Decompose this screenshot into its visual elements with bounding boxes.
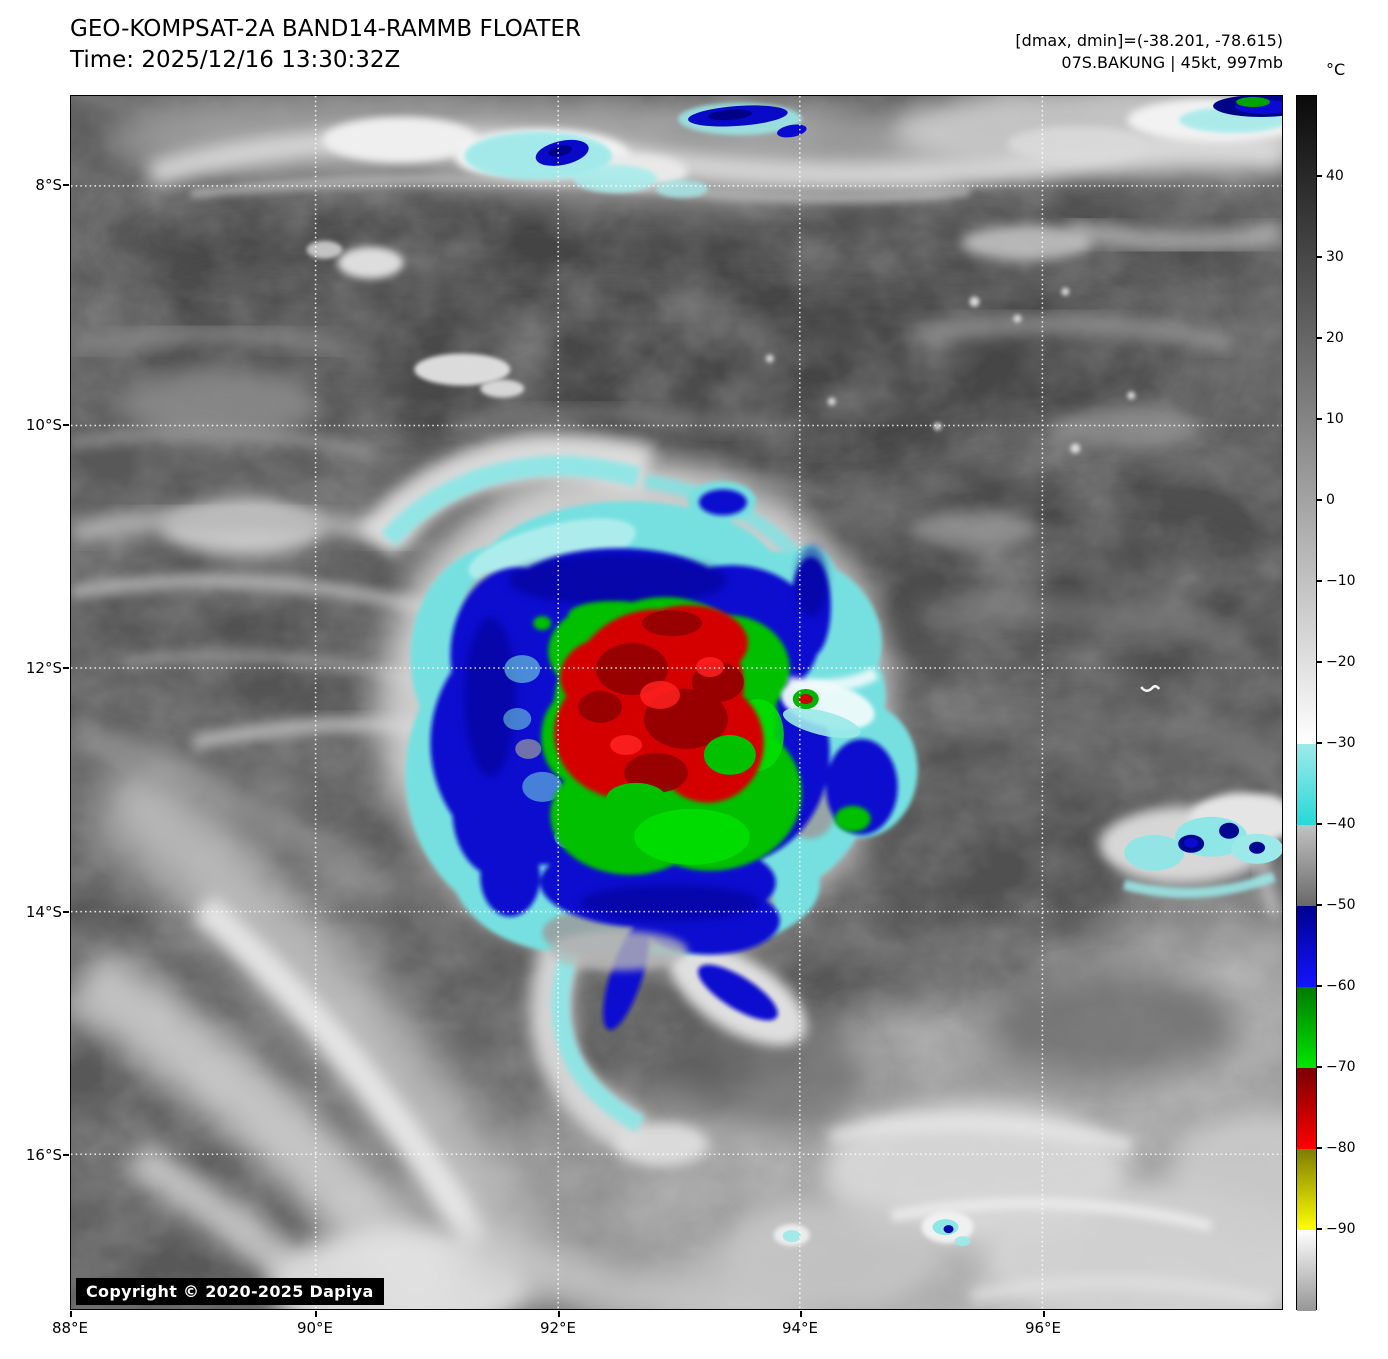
colorbar-tick-label: −60 [1326, 978, 1356, 994]
colorbar-tick-mark [1317, 904, 1322, 906]
colorbar-tick-label: −80 [1326, 1140, 1356, 1156]
lon-label: 88°E [51, 1319, 89, 1337]
axis-tick [70, 1311, 72, 1317]
colorbar [1296, 95, 1317, 1311]
colorbar-segment [1297, 744, 1316, 825]
lon-label: 96°E [1024, 1319, 1062, 1337]
colorbar-tick-mark [1317, 337, 1322, 339]
colorbar-tick-mark [1317, 823, 1322, 825]
colorbar-tick-label: −50 [1326, 897, 1356, 913]
colorbar-ticks: 40 30 20 10 0 −10 −20 −30 −40 −50 −60 −70 −80 −90 [1317, 95, 1387, 1310]
colorbar-tick-mark [1317, 175, 1322, 177]
lat-label: 8°S [35, 176, 62, 194]
axis-tick [63, 424, 69, 426]
colorbar-tick-label: 20 [1326, 330, 1344, 346]
colorbar-segment [1297, 1230, 1316, 1311]
colorbar-segment [1297, 987, 1316, 1068]
copyright-badge: Copyright © 2020-2025 Dapiya [76, 1278, 384, 1305]
cold-cloud-features [464, 96, 1282, 1247]
colorbar-tick-label: −10 [1326, 573, 1356, 589]
colorbar-tick-label: 30 [1326, 249, 1344, 265]
satellite-image [71, 96, 1282, 1309]
colorbar-tick-label: 10 [1326, 411, 1344, 427]
colorbar-tick-label: −70 [1326, 1059, 1356, 1075]
colorbar-gradient [1297, 96, 1316, 1311]
lat-label: 12°S [25, 659, 62, 677]
colorbar-tick-label: −20 [1326, 654, 1356, 670]
header-left: GEO-KOMPSAT-2A BAND14-RAMMB FLOATER Time… [70, 14, 581, 76]
axis-tick [800, 1311, 802, 1317]
axis-tick [315, 1311, 317, 1317]
colorbar-segment [1297, 1068, 1316, 1149]
colorbar-tick-mark [1317, 985, 1322, 987]
axis-tick [63, 1154, 69, 1156]
axis-tick [63, 184, 69, 186]
axis-tick [63, 911, 69, 913]
colorbar-tick-mark [1317, 1228, 1322, 1230]
dmax-dmin-readout: [dmax, dmin]=(-38.201, -78.615) [1015, 31, 1283, 50]
header-right: [dmax, dmin]=(-38.201, -78.615) 07S.BAKU… [1015, 30, 1283, 74]
colorbar-unit-label: °C [1326, 60, 1346, 79]
lat-label: 10°S [25, 416, 62, 434]
lon-label: 90°E [296, 1319, 334, 1337]
page-title: GEO-KOMPSAT-2A BAND14-RAMMB FLOATER [70, 16, 581, 42]
colorbar-tick-mark [1317, 661, 1322, 663]
colorbar-segment [1297, 906, 1316, 987]
colorbar-tick-mark [1317, 1066, 1322, 1068]
grid-lines [71, 96, 1282, 1309]
colorbar-tick-mark [1317, 580, 1322, 582]
colorbar-segment [1297, 96, 1316, 744]
colorbar-tick-mark [1317, 742, 1322, 744]
colorbar-tick-label: −40 [1326, 816, 1356, 832]
colorbar-segment [1297, 825, 1316, 906]
satellite-map: Copyright © 2020-2025 Dapiya [70, 95, 1283, 1310]
colorbar-tick-label: 40 [1326, 168, 1344, 184]
colorbar-tick-mark [1317, 1147, 1322, 1149]
axis-tick [63, 667, 69, 669]
axis-tick [1043, 1311, 1045, 1317]
colorbar-tick-mark [1317, 256, 1322, 258]
lat-label: 16°S [25, 1146, 62, 1164]
colorbar-tick-mark [1317, 418, 1322, 420]
cyclone [357, 433, 918, 1167]
colorbar-tick-label: 0 [1326, 492, 1335, 508]
colorbar-segment [1297, 1149, 1316, 1230]
colorbar-tick-mark [1317, 499, 1322, 501]
axis-tick [558, 1311, 560, 1317]
colorbar-tick-label: −30 [1326, 735, 1356, 751]
timestamp: Time: 2025/12/16 13:30:32Z [70, 47, 401, 73]
lon-label: 94°E [781, 1319, 819, 1337]
lat-label: 14°S [25, 903, 62, 921]
colorbar-tick-label: −90 [1326, 1221, 1356, 1237]
storm-info: 07S.BAKUNG | 45kt, 997mb [1061, 53, 1283, 72]
lon-label: 92°E [539, 1319, 577, 1337]
